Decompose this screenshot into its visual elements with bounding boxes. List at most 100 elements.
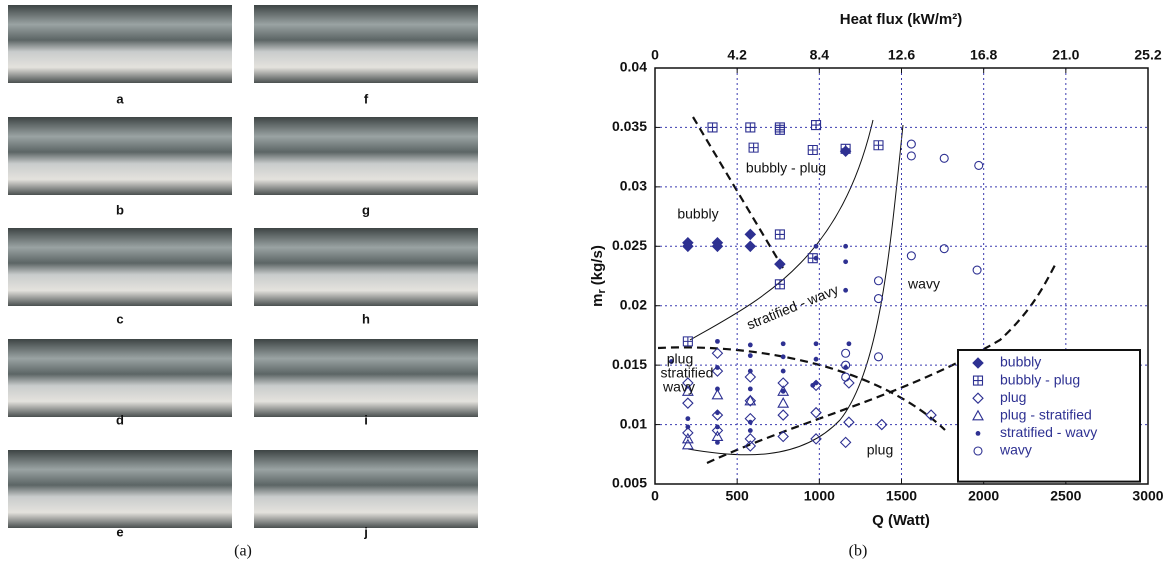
point: [974, 160, 984, 171]
point: [777, 409, 789, 421]
point: [939, 244, 949, 254]
x-tick-label: 1000: [804, 488, 835, 504]
point: [939, 153, 949, 163]
legend-label: bubbly: [1000, 354, 1041, 370]
point: [839, 436, 852, 449]
point: [748, 142, 759, 153]
point: [810, 382, 816, 388]
x2-tick-label: 0: [651, 47, 659, 63]
photo-label: j: [363, 524, 368, 539]
y-tick-label: 0.005: [612, 475, 647, 491]
x2-tick-label: 8.4: [810, 47, 830, 63]
point: [744, 433, 757, 445]
point: [744, 228, 757, 241]
photo: [254, 117, 478, 195]
photo-label: i: [364, 412, 368, 427]
point: [774, 258, 786, 270]
point: [681, 432, 694, 444]
point: [747, 368, 753, 374]
point: [840, 143, 851, 154]
photo-label: b: [116, 202, 124, 217]
point: [843, 416, 855, 428]
point: [682, 377, 694, 389]
point: [841, 372, 851, 382]
legend-marker: [972, 357, 984, 369]
point: [669, 359, 674, 364]
photo-panel: a b c d e f g h i j: [8, 5, 478, 539]
point: [876, 418, 888, 431]
y-label-main: m: [589, 293, 606, 306]
point: [777, 385, 790, 396]
y-tick-label: 0.03: [620, 178, 647, 194]
legend-marker: [972, 375, 984, 386]
point: [744, 371, 757, 383]
point: [777, 397, 790, 408]
y-label-unit: (kg/s): [589, 245, 606, 285]
legend-label: wavy: [999, 442, 1032, 458]
point: [810, 406, 822, 419]
x-tick-label: 0: [651, 488, 659, 504]
point: [972, 265, 982, 275]
point: [843, 243, 849, 249]
point: [747, 353, 753, 359]
x-tick-label: 1500: [886, 488, 917, 504]
point: [873, 276, 884, 286]
point: [774, 279, 785, 290]
point: [925, 409, 937, 421]
point: [711, 365, 724, 377]
photo-label: h: [362, 311, 370, 326]
point: [873, 140, 884, 151]
annotation: bubbly - plug: [746, 160, 826, 176]
x-tick-label: 500: [725, 488, 749, 504]
photo: [8, 117, 232, 195]
x2-tick-label: 12.6: [888, 47, 915, 63]
point: [715, 338, 720, 344]
point: [906, 251, 916, 261]
x2-tick-label: 21.0: [1052, 47, 1079, 63]
point: [841, 348, 851, 358]
point: [685, 424, 691, 430]
legend-marker: [972, 409, 984, 421]
legend-label: stratified - wavy: [1000, 424, 1097, 440]
annotation: stratified: [661, 365, 714, 381]
point: [807, 144, 818, 156]
panel-caption: (a): [234, 543, 252, 560]
point: [685, 416, 691, 422]
point: [715, 410, 720, 416]
point: [744, 440, 757, 452]
annotation: plug: [867, 442, 893, 458]
point: [873, 352, 884, 362]
point: [711, 424, 724, 437]
boundary-curve: [687, 124, 904, 456]
annotation: stratified - wavy: [744, 281, 840, 332]
point: [810, 120, 822, 131]
point: [744, 394, 757, 406]
point: [682, 427, 694, 439]
point: [711, 347, 724, 360]
panel-caption: (b): [849, 543, 868, 560]
y-tick-label: 0.015: [612, 356, 647, 372]
point: [744, 395, 757, 407]
point: [715, 386, 720, 392]
legend-label: plug: [1000, 389, 1026, 405]
annotation: wavy: [907, 276, 940, 292]
y-axis-label: mr (kg/s): [589, 245, 608, 307]
x2-tick-label: 4.2: [727, 47, 747, 63]
photo-label: a: [116, 91, 124, 106]
point: [841, 360, 851, 370]
y-tick-label: 0.035: [612, 118, 647, 134]
photo-label: c: [116, 311, 123, 326]
point: [906, 139, 916, 149]
legend-marker: [973, 446, 983, 456]
point: [715, 424, 720, 430]
point: [682, 397, 694, 409]
point: [681, 385, 694, 396]
point: [774, 229, 785, 240]
annotation: plug: [667, 351, 693, 367]
photo-label: f: [364, 91, 369, 106]
point: [813, 255, 819, 261]
photo: [8, 339, 232, 417]
point: [780, 354, 786, 360]
photo-label: e: [116, 524, 123, 539]
